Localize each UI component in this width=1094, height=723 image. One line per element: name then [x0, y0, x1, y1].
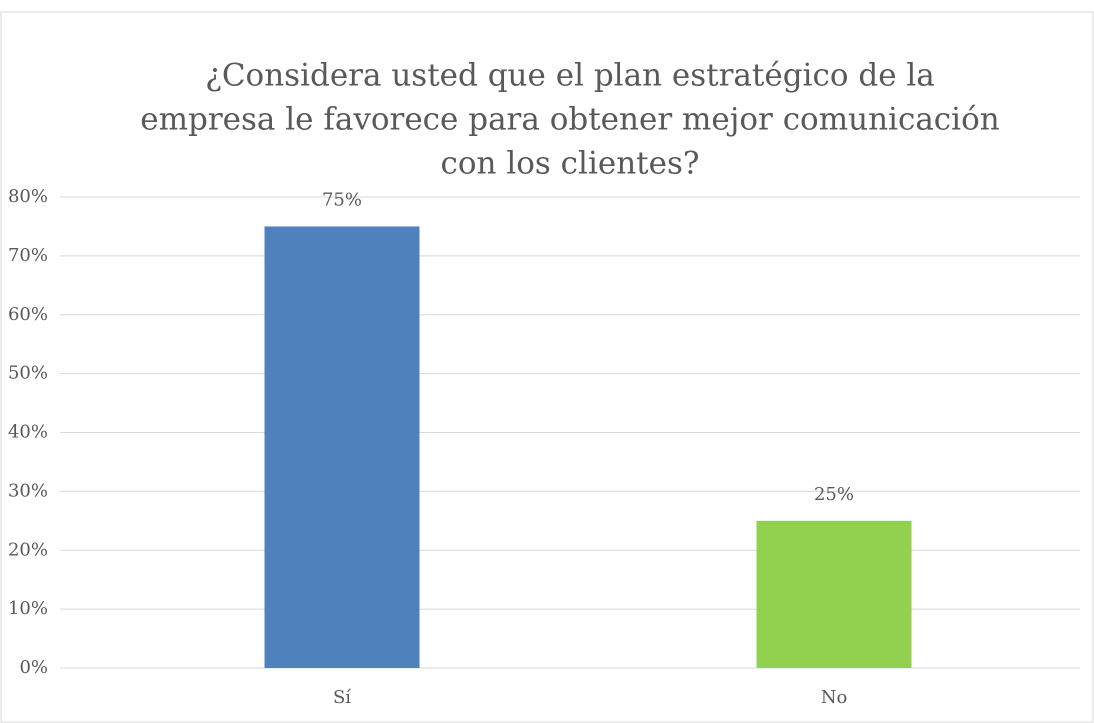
y-tick-label: 20% — [8, 539, 48, 560]
data-label: 75% — [322, 189, 362, 210]
bar — [756, 520, 912, 668]
y-tick-label: 30% — [8, 480, 48, 501]
chart-title: empresa le favorece para obtener mejor c… — [140, 102, 999, 138]
x-tick-label: Sí — [333, 687, 351, 708]
y-tick-label: 60% — [8, 304, 48, 325]
y-tick-label: 80% — [8, 186, 48, 207]
y-tick-label: 0% — [19, 657, 48, 678]
x-tick-label: No — [821, 687, 848, 708]
bar — [264, 226, 420, 668]
y-tick-label: 70% — [8, 245, 48, 266]
y-tick-label: 50% — [8, 363, 48, 384]
data-label: 25% — [814, 484, 854, 505]
chart-title: ¿Considera usted que el plan estratégico… — [205, 58, 935, 94]
chart-title: con los clientes? — [440, 146, 699, 182]
y-tick-label: 10% — [8, 598, 48, 619]
y-tick-label: 40% — [8, 422, 48, 443]
